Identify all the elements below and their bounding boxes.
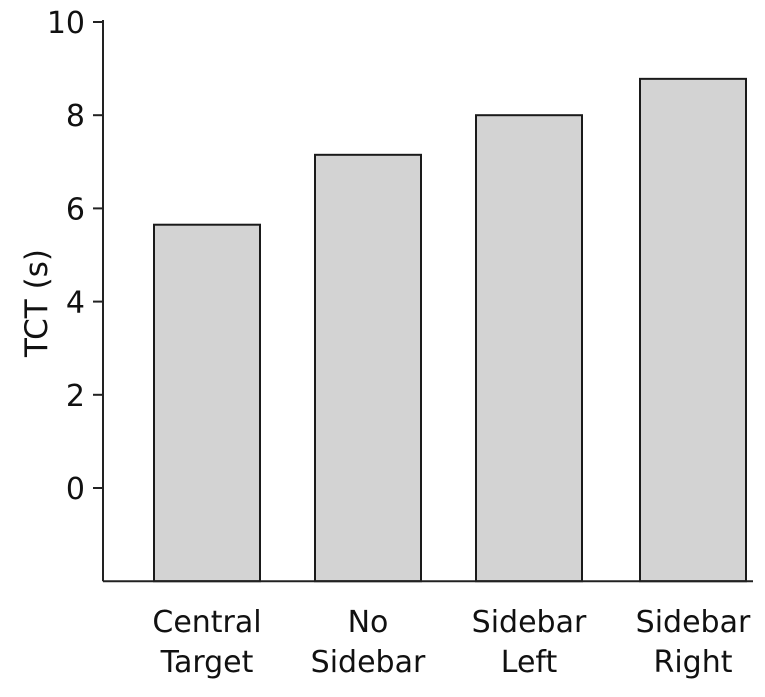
x-tick-label-sidebar-left: Sidebar Left [472, 605, 587, 680]
x-tick-label-line: Target [160, 645, 254, 680]
x-tick-label-line: Right [654, 645, 733, 680]
x-tick-label-line: Sidebar [311, 645, 426, 680]
x-tick-label-line: Sidebar [636, 605, 751, 640]
y-tick-label: 4 [66, 286, 85, 321]
x-tick-label-line: Central [152, 605, 261, 640]
x-tick-label-line: Sidebar [472, 605, 587, 640]
y-tick-label: 10 [47, 6, 85, 41]
bar-sidebar-right [639, 77, 747, 583]
bar-central-target [153, 223, 261, 583]
bar-no-sidebar [314, 153, 422, 583]
x-tick-label-line: Left [501, 645, 558, 680]
y-axis: 0 2 4 6 8 10 [47, 6, 104, 582]
y-axis-title: TCT (s) [19, 249, 55, 358]
x-tick-label-no-sidebar: No Sidebar [311, 605, 426, 680]
y-tick-label: 2 [66, 379, 85, 414]
y-tick-label: 0 [66, 472, 85, 507]
x-tick-label-central-target: Central Target [152, 605, 261, 680]
y-tick-label: 8 [66, 99, 85, 134]
y-tick-label: 6 [66, 192, 85, 227]
bars-layer [153, 77, 747, 583]
x-tick-label-line: No [348, 605, 389, 640]
x-tick-label-sidebar-right: Sidebar Right [636, 605, 751, 680]
bar-sidebar-left [475, 114, 583, 583]
